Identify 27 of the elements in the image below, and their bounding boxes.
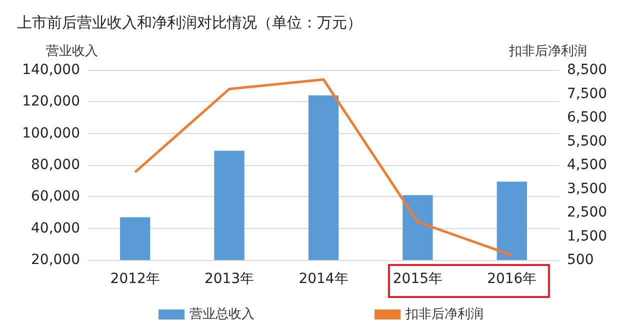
y-tick-label: 80,000 xyxy=(31,157,80,173)
x-tick-label: 2015年 xyxy=(392,271,443,287)
y-tick-label: 140,000 xyxy=(22,62,80,78)
x-tick-label: 2013年 xyxy=(204,271,254,287)
y-axis-title: 营业收入 xyxy=(46,44,98,59)
y2-tick-label: 4,500 xyxy=(567,157,608,173)
legend-label: 营业总收入 xyxy=(190,307,254,322)
y2-tick-label: 1,500 xyxy=(567,228,608,244)
y2-tick-label: 8,500 xyxy=(567,62,608,78)
x-tick-label: 2012年 xyxy=(110,271,160,287)
y-tick-label: 20,000 xyxy=(31,252,80,268)
y-tick-label: 60,000 xyxy=(31,188,80,205)
x-tick-label: 2014年 xyxy=(298,271,348,287)
y-tick-label: 120,000 xyxy=(22,94,80,110)
y-tick-label: 40,000 xyxy=(31,220,80,236)
y2-tick-label: 5,500 xyxy=(567,133,608,150)
y2-tick-label: 2,500 xyxy=(567,204,608,220)
x-tick-label: 2016年 xyxy=(487,271,537,287)
y2-tick-label: 500 xyxy=(567,252,594,268)
legend-label: 扣非后净利润 xyxy=(404,307,484,322)
line-series xyxy=(134,78,514,256)
y2-tick-label: 7,500 xyxy=(567,86,608,102)
y2-axis-title: 扣非后净利润 xyxy=(508,44,587,59)
chart-title: 上市前后营业收入和净利润对比情况（单位：万元） xyxy=(17,14,362,32)
y2-tick-label: 6,500 xyxy=(567,110,608,126)
y2-tick-label: 3,500 xyxy=(567,180,608,197)
y-tick-label: 100,000 xyxy=(22,125,80,142)
